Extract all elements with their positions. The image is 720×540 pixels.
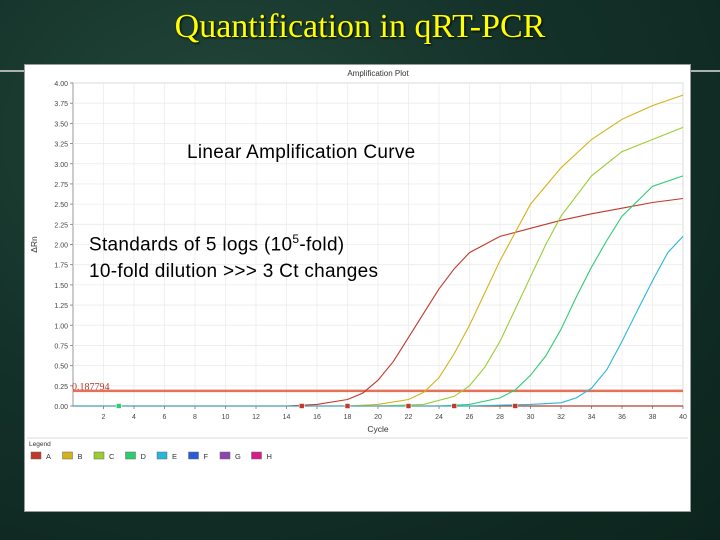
legend-label: A bbox=[46, 452, 51, 461]
x-tick-label: 32 bbox=[557, 414, 565, 421]
legend-label: D bbox=[141, 452, 147, 461]
x-tick-label: 30 bbox=[527, 414, 535, 421]
legend-swatch bbox=[30, 451, 42, 460]
legend-label: E bbox=[172, 452, 177, 461]
x-tick-label: 24 bbox=[435, 414, 443, 421]
x-tick-label: 28 bbox=[496, 414, 504, 421]
legend-swatch bbox=[188, 451, 199, 460]
amplification-plot: Amplification Plot 0.00 0.25 0.50 0.75 1.00 1.… bbox=[27, 69, 688, 461]
x-tick-label: 8 bbox=[193, 414, 197, 421]
x-tick-label: 14 bbox=[283, 414, 291, 421]
x-tick-label: 34 bbox=[588, 414, 596, 421]
data-marker bbox=[344, 403, 351, 409]
data-marker bbox=[298, 403, 305, 409]
y-tick-label: 3.25 bbox=[54, 142, 68, 149]
y-tick-label: 0.00 bbox=[54, 404, 68, 411]
x-tick-label: 2 bbox=[102, 414, 106, 421]
x-axis-label: Cycle bbox=[367, 424, 389, 434]
slide-title-suffix: RT-PCR bbox=[431, 8, 546, 45]
standards-prefix: Standards of 5 logs (10 bbox=[89, 234, 293, 256]
y-axis-label: ΔRn bbox=[29, 236, 39, 253]
series-line bbox=[73, 94, 684, 407]
x-tick-label: 40 bbox=[679, 414, 687, 421]
y-tick-label: 1.00 bbox=[54, 323, 68, 330]
dilution-note: 10-fold dilution >>> 3 Ct changes bbox=[89, 261, 379, 282]
x-tick-label: 12 bbox=[252, 414, 260, 421]
y-tick-label: 2.25 bbox=[54, 222, 68, 229]
series-line bbox=[73, 126, 684, 407]
y-tick-label: 1.50 bbox=[54, 283, 68, 290]
y-tick-label: 3.00 bbox=[54, 162, 68, 169]
x-tick-label: 38 bbox=[649, 414, 657, 421]
chart-title: Amplification Plot bbox=[347, 69, 409, 78]
x-tick-label: 26 bbox=[466, 414, 474, 421]
threshold-label: 0.187794 bbox=[72, 382, 110, 393]
y-tick-label: 0.50 bbox=[54, 364, 68, 371]
series-line bbox=[73, 197, 684, 407]
legend-swatch bbox=[125, 451, 136, 460]
linear-curve-callout: Linear Amplification Curve bbox=[187, 142, 416, 164]
slide-title: Quantification in qRT-PCR bbox=[0, 8, 720, 46]
standards-callout: Standards of 5 logs (105-fold) bbox=[89, 232, 344, 256]
standards-exponent: 5 bbox=[292, 232, 300, 246]
y-tick-label: 2.50 bbox=[54, 202, 68, 209]
y-tick-label: 1.25 bbox=[54, 303, 68, 310]
y-tick-label: 2.00 bbox=[54, 243, 68, 250]
dilution-callout: 10-fold dilution >>> 3 Ct changes bbox=[89, 261, 378, 283]
x-tick-label: 10 bbox=[222, 414, 230, 421]
data-marker bbox=[115, 403, 122, 409]
data-marker bbox=[405, 403, 412, 409]
x-tick-label: 22 bbox=[405, 414, 413, 421]
slide-title-main: Quantification in q bbox=[174, 8, 432, 45]
amplification-plot-panel: Amplification Plot 0.00 0.25 0.50 0.75 1.00 1.… bbox=[24, 64, 691, 512]
legend-label: F bbox=[204, 452, 209, 461]
y-tick-label: 3.50 bbox=[54, 121, 68, 128]
legend-label: C bbox=[109, 452, 115, 461]
x-tick-label: 20 bbox=[374, 414, 382, 421]
legend-swatch bbox=[251, 451, 262, 460]
y-tick-label: 0.25 bbox=[54, 384, 68, 391]
series-line bbox=[73, 236, 684, 407]
legend-label: B bbox=[78, 452, 83, 461]
x-tick-label: 36 bbox=[618, 414, 626, 421]
legend-swatch bbox=[219, 451, 231, 460]
standards-suffix: -fold) bbox=[299, 234, 345, 256]
x-tick-label: 16 bbox=[313, 414, 321, 421]
legend-label: G bbox=[235, 452, 241, 461]
y-tick-label: 4.00 bbox=[54, 81, 68, 88]
x-tick-label: 6 bbox=[163, 414, 167, 421]
legend-label: H bbox=[267, 452, 272, 461]
legend-title: Legend bbox=[29, 441, 51, 448]
series-line bbox=[73, 175, 684, 407]
y-tick-label: 2.75 bbox=[54, 182, 68, 189]
x-tick-label: 4 bbox=[132, 414, 136, 421]
y-tick-label: 1.75 bbox=[54, 263, 68, 270]
linear-curve-label: Linear Amplification Curve bbox=[187, 142, 416, 163]
y-tick-label: 3.75 bbox=[54, 101, 68, 108]
y-tick-label: 0.75 bbox=[54, 343, 68, 350]
legend-swatch bbox=[62, 451, 73, 460]
x-tick-label: 18 bbox=[344, 414, 352, 421]
data-marker bbox=[512, 403, 519, 409]
data-marker bbox=[451, 403, 458, 409]
legend-swatch bbox=[93, 451, 105, 460]
legend-swatch bbox=[156, 451, 168, 460]
